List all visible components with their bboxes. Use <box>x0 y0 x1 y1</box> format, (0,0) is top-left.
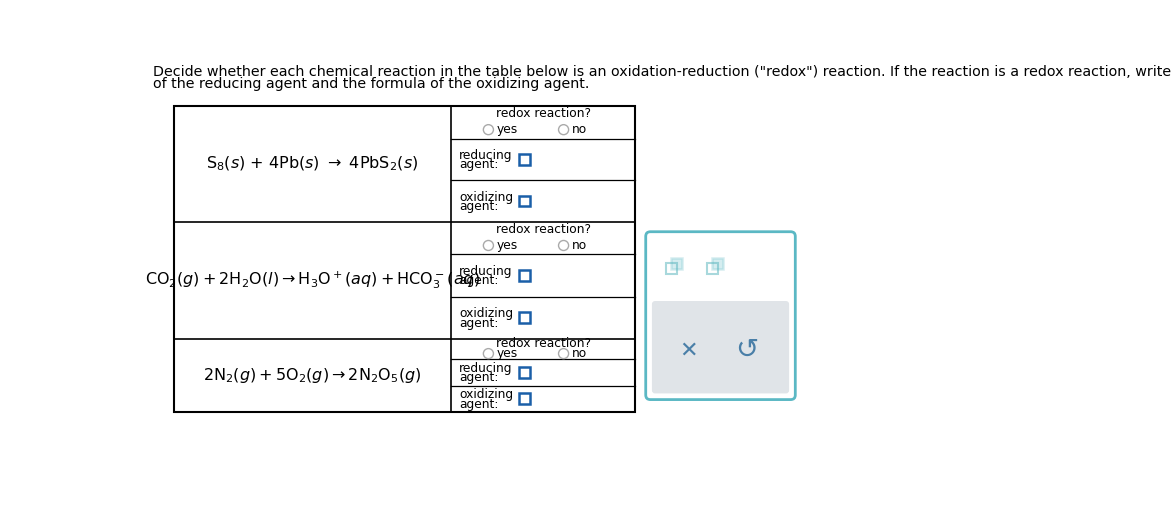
Text: agent:: agent: <box>459 371 499 384</box>
Bar <box>520 393 530 404</box>
Text: agent:: agent: <box>459 317 499 329</box>
Text: no: no <box>572 239 588 252</box>
Bar <box>520 312 530 323</box>
Text: $2\mathregular{N_2}(g) + 5\mathregular{O_2}(g) \rightarrow 2\mathregular{N_2O_5}: $2\mathregular{N_2}(g) + 5\mathregular{O… <box>203 366 422 385</box>
Bar <box>174 106 635 412</box>
Circle shape <box>483 241 494 250</box>
Text: no: no <box>572 347 588 360</box>
Circle shape <box>558 241 569 250</box>
Text: agent:: agent: <box>459 200 499 213</box>
Circle shape <box>558 349 569 359</box>
Text: reducing: reducing <box>459 149 513 162</box>
Text: oxidizing: oxidizing <box>459 307 513 320</box>
FancyBboxPatch shape <box>652 301 789 393</box>
Circle shape <box>558 125 569 135</box>
Text: ↺: ↺ <box>734 337 758 364</box>
Text: redox reaction?: redox reaction? <box>495 223 590 235</box>
Text: redox reaction?: redox reaction? <box>495 107 590 120</box>
Text: reducing: reducing <box>459 265 513 278</box>
Text: no: no <box>572 123 588 136</box>
Bar <box>712 258 724 269</box>
Text: Decide whether each chemical reaction in the table below is an oxidation-reducti: Decide whether each chemical reaction in… <box>152 66 1173 80</box>
Bar <box>671 258 683 269</box>
Text: oxidizing: oxidizing <box>459 191 513 204</box>
Bar <box>707 263 718 274</box>
Text: reducing: reducing <box>459 362 513 375</box>
Text: yes: yes <box>497 239 518 252</box>
Bar <box>666 263 677 274</box>
Circle shape <box>483 125 494 135</box>
Bar <box>520 270 530 281</box>
Text: of the reducing agent and the formula of the oxidizing agent.: of the reducing agent and the formula of… <box>152 77 589 91</box>
Text: agent:: agent: <box>459 274 499 287</box>
Text: $\mathregular{CO_2}(g) + 2\mathregular{H_2O}(\mathit{l}) \rightarrow \mathregula: $\mathregular{CO_2}(g) + 2\mathregular{H… <box>145 269 480 291</box>
Bar <box>520 195 530 206</box>
Bar <box>520 154 530 165</box>
Text: agent:: agent: <box>459 398 499 410</box>
Text: agent:: agent: <box>459 158 499 171</box>
Text: ✕: ✕ <box>679 340 698 360</box>
Text: yes: yes <box>497 123 518 136</box>
Circle shape <box>483 349 494 359</box>
Text: $\mathregular{S_8}$$(s)$ $+$ $4\mathregular{Pb}$$(s)$ $\rightarrow$ $4\mathregul: $\mathregular{S_8}$$(s)$ $+$ $4\mathregu… <box>206 155 419 173</box>
FancyBboxPatch shape <box>645 232 795 400</box>
Text: oxidizing: oxidizing <box>459 388 513 401</box>
Text: yes: yes <box>497 347 518 360</box>
Bar <box>520 367 530 378</box>
Text: redox reaction?: redox reaction? <box>495 337 590 350</box>
